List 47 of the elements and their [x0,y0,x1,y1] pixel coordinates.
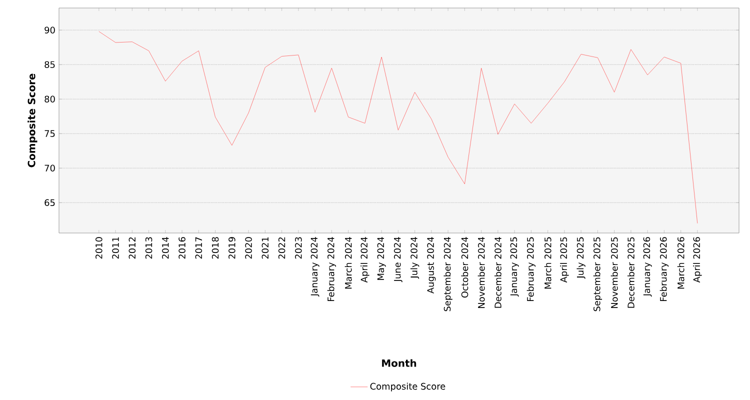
y-tick-label: 65 [44,199,55,206]
x-tick-label: November 2025 [610,237,618,308]
x-tick-label: 2022 [278,237,286,259]
x-tick-label: 2013 [145,237,152,259]
x-tick-label: April 2026 [693,237,702,283]
x-tick-label: 2010 [96,237,102,259]
x-tick-label: 2014 [162,237,169,259]
x-tick-label: November 2024 [478,237,485,308]
x-tick-label: March 2024 [344,237,352,289]
x-tick-label: March 2025 [544,237,552,289]
x-tick-label: March 2026 [677,237,684,289]
y-tick-label: 75 [44,130,55,137]
x-tick-label: September 2025 [593,237,602,312]
x-tick-label: 2020 [245,237,252,259]
y-tick-label: 90 [44,26,55,34]
x-tick-label: February 2025 [526,237,536,302]
x-tick-label: 2018 [212,237,219,259]
x-axis-title: Month [382,359,416,367]
legend-label: Composite Score [370,382,446,392]
x-tick-label: February 2024 [327,237,336,302]
x-tick-label: May 2024 [377,237,386,280]
x-tick-label: July 2024 [410,237,420,279]
x-tick-label: 2016 [178,237,186,259]
y-axis-title: Composite Score [28,74,38,168]
x-tick-label: January 2024 [310,237,320,297]
x-tick-label: 2011 [112,237,119,259]
x-tick-label: January 2025 [510,237,519,297]
x-tick-label: December 2024 [494,237,502,308]
x-tick-label: 2019 [228,237,236,259]
x-tick-label: September 2024 [444,237,452,312]
x-tick-label: June 2024 [394,237,402,282]
x-tick-label: January 2026 [643,237,652,297]
x-tick-label: July 2025 [576,237,586,279]
line-series [98,31,698,224]
y-tick-label: 80 [44,96,55,102]
y-tick-label: 85 [44,61,55,68]
x-tick-label: 2012 [128,237,136,259]
x-tick-label: December 2025 [627,237,634,308]
x-tick-label: 2023 [295,237,302,259]
x-tick-label: February 2026 [660,237,669,302]
y-tick-label: 70 [44,164,55,172]
x-tick-label: October 2024 [461,237,468,298]
x-tick-label: April 2025 [560,237,569,283]
x-tick-label: April 2024 [360,237,370,283]
x-tick-label: 2021 [262,237,269,259]
x-tick-label: August 2024 [427,237,436,294]
x-tick-label: 2017 [195,237,202,259]
